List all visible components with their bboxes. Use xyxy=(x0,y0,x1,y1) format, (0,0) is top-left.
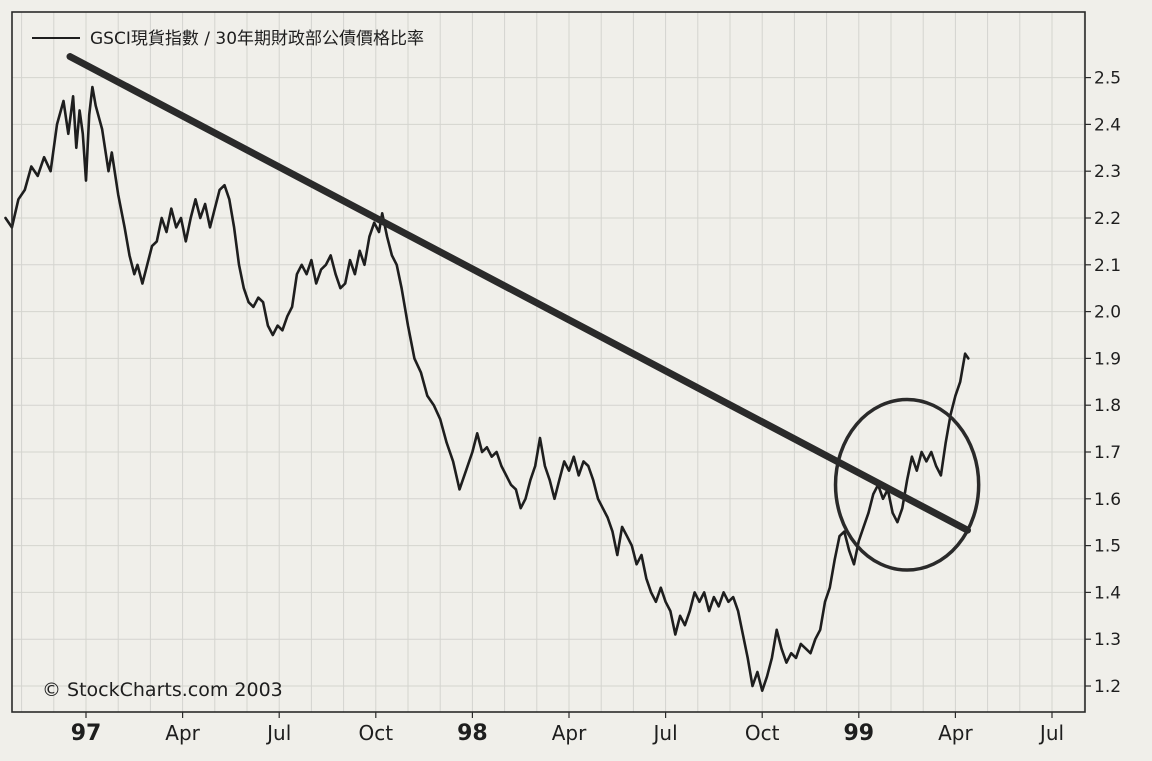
y-tick-label: 1.6 xyxy=(1094,490,1121,510)
legend: GSCI現貨指數 / 30年期財政部公債價格比率 xyxy=(32,29,424,49)
y-tick-label: 2.3 xyxy=(1094,162,1121,182)
y-tick-label: 1.3 xyxy=(1094,630,1121,650)
breakout-circle xyxy=(833,397,981,572)
annotation-layer xyxy=(66,53,981,572)
plot-background xyxy=(12,12,1085,712)
x-tick-label: Oct xyxy=(359,721,394,745)
x-tick-label: 97 xyxy=(71,721,102,746)
y-tick-label: 1.8 xyxy=(1094,396,1121,416)
y-tick-label: 1.2 xyxy=(1094,677,1121,697)
series-line xyxy=(4,85,970,692)
y-tick-label: 2.1 xyxy=(1094,256,1121,276)
y-tick-label: 1.7 xyxy=(1094,443,1121,463)
y-tick-label: 1.5 xyxy=(1094,537,1121,557)
x-tick-label: Apr xyxy=(165,721,200,745)
y-tick-label: 2.0 xyxy=(1094,303,1121,323)
x-tick-label: Oct xyxy=(745,721,780,745)
plot-frame xyxy=(11,11,1086,713)
x-tick-label: Jul xyxy=(652,721,678,745)
copyright-text: © StockCharts.com 2003 xyxy=(42,679,283,701)
x-tick-label: 98 xyxy=(457,721,488,746)
y-tick-label: 2.4 xyxy=(1094,115,1121,135)
x-tick-label: Apr xyxy=(938,721,973,745)
y-tick-label: 1.9 xyxy=(1094,349,1121,369)
grid-layer xyxy=(12,12,1085,712)
y-tick-label: 2.5 xyxy=(1094,69,1121,89)
x-tick-label: 99 xyxy=(843,721,874,746)
x-tick-label: Jul xyxy=(265,721,291,745)
x-tick-label: Apr xyxy=(552,721,587,745)
y-tick-label: 2.2 xyxy=(1094,209,1121,229)
y-tick-label: 1.4 xyxy=(1094,583,1121,603)
legend-label: GSCI現貨指數 / 30年期財政部公債價格比率 xyxy=(90,29,424,49)
x-tick-label: Jul xyxy=(1038,721,1064,745)
axis-layer: 1.2 1.3 1.4 1.5 1.6 1.7 1.8 1.9 2.0 2.1 2.2 2.3 2.4 2… xyxy=(71,69,1121,746)
trendline xyxy=(66,53,971,534)
series-layer xyxy=(4,85,970,692)
